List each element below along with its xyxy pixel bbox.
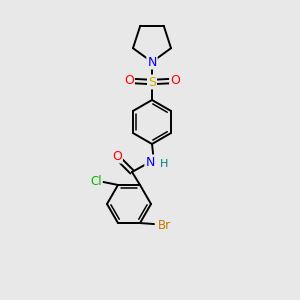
Text: Cl: Cl: [90, 176, 102, 188]
Text: O: O: [170, 74, 180, 86]
Text: H: H: [160, 159, 168, 169]
Text: N: N: [147, 56, 157, 68]
Text: O: O: [124, 74, 134, 86]
Text: Br: Br: [158, 219, 171, 232]
Text: N: N: [145, 155, 155, 169]
Text: S: S: [148, 76, 156, 88]
Text: O: O: [112, 149, 122, 163]
